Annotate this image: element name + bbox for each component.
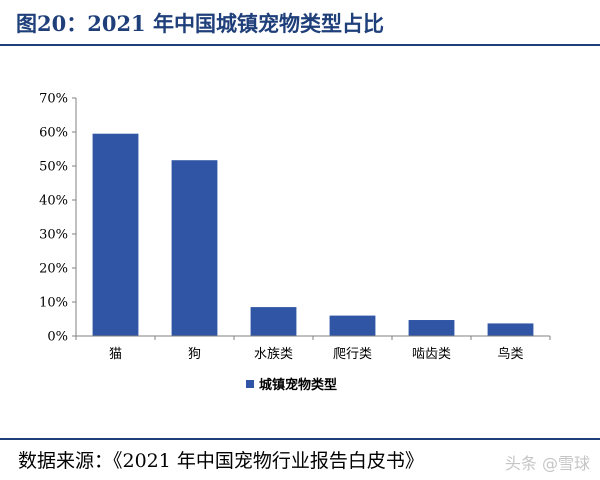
y-tick-label: 20% [39, 262, 68, 277]
x-tick-label: 猫 [109, 347, 122, 362]
x-tick-label: 狗 [188, 347, 201, 362]
legend: 城镇宠物类型 [246, 377, 337, 393]
y-tick-label: 70% [39, 92, 68, 107]
y-tick-label: 50% [39, 160, 68, 175]
bars [92, 133, 534, 336]
chart-title: 图20：2021 年中国城镇宠物类型占比 [16, 11, 384, 36]
x-tick-label: 啮齿类 [412, 347, 451, 362]
y-tick-label: 10% [39, 296, 68, 311]
x-tick-label: 鸟类 [497, 346, 523, 362]
y-axis: 0% 10% 20% 30% 40% 50% 60% 70% [39, 92, 77, 345]
bar [487, 323, 534, 336]
legend-label: 城镇宠物类型 [259, 377, 337, 393]
y-tick-label: 40% [39, 194, 68, 209]
watermark: 头条 @雪球 [504, 454, 590, 473]
legend-swatch [246, 380, 254, 388]
bar [171, 160, 218, 336]
y-tick-label: 0% [47, 330, 68, 345]
title-divider [0, 44, 600, 46]
bar [92, 133, 139, 336]
bar-chart: 0% 10% 20% 30% 40% 50% 60% 70% 猫 狗 水族类 爬行类 啮齿类 鸟类 城镇… [39, 92, 551, 393]
x-tick-label: 水族类 [254, 346, 293, 362]
bar [329, 315, 376, 336]
x-axis: 猫 狗 水族类 爬行类 啮齿类 鸟类 [75, 335, 551, 362]
x-tick-label: 爬行类 [333, 347, 372, 362]
bar [408, 320, 455, 336]
source-note: 数据来源：《2021 年中国宠物行业报告白皮书》 [18, 450, 424, 472]
bar [250, 307, 297, 336]
source-divider [0, 438, 600, 440]
y-tick-label: 60% [39, 126, 68, 141]
y-tick-label: 30% [39, 228, 68, 243]
